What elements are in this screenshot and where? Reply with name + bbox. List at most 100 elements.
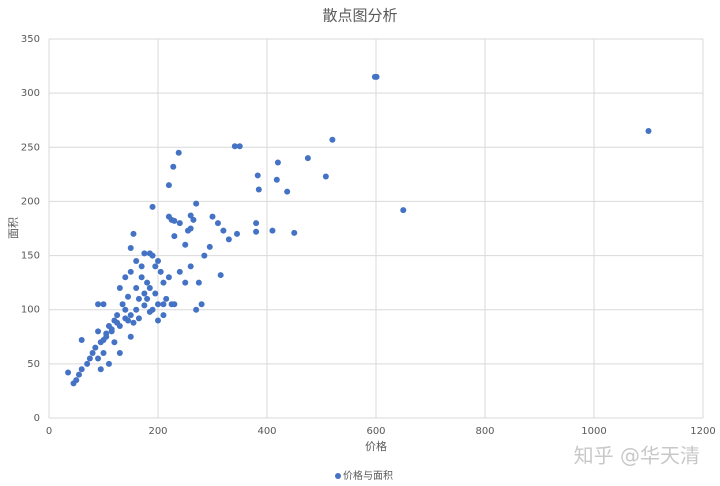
point	[89, 350, 96, 357]
point	[160, 279, 167, 286]
point	[234, 230, 241, 237]
point	[157, 268, 164, 275]
point	[160, 301, 167, 308]
point	[175, 149, 182, 156]
point	[373, 73, 380, 80]
point	[141, 250, 148, 257]
point	[138, 274, 145, 281]
point	[170, 163, 177, 170]
point	[254, 172, 261, 179]
point	[149, 252, 156, 259]
point	[220, 227, 227, 234]
point	[105, 360, 112, 367]
point	[141, 302, 148, 309]
point	[65, 369, 72, 376]
point	[133, 306, 140, 313]
point	[274, 159, 281, 166]
point	[122, 315, 129, 322]
point	[95, 301, 102, 308]
x-tick-label: 1200	[690, 426, 715, 437]
point	[111, 339, 118, 346]
point	[95, 328, 102, 335]
point	[160, 312, 167, 319]
point	[187, 212, 194, 219]
chart-title: 散点图分析	[322, 7, 397, 25]
point	[182, 279, 189, 286]
point	[103, 330, 110, 337]
point	[135, 295, 142, 302]
point	[155, 317, 161, 324]
point	[144, 295, 151, 302]
y-tick-label: 50	[27, 359, 40, 370]
point	[255, 186, 262, 193]
point	[214, 220, 221, 227]
point	[116, 350, 123, 357]
point	[127, 244, 134, 251]
point	[273, 176, 280, 183]
point	[187, 263, 194, 270]
point	[138, 263, 145, 270]
point	[135, 315, 142, 322]
point	[152, 263, 159, 270]
legend-label: 价格与面积	[343, 469, 393, 482]
point	[119, 301, 126, 308]
point	[86, 355, 93, 362]
point	[75, 371, 82, 378]
point	[133, 285, 140, 292]
point	[201, 252, 208, 259]
point	[155, 301, 161, 308]
x-tick-label: 800	[475, 426, 494, 437]
point	[122, 274, 129, 281]
point	[225, 236, 232, 243]
point	[269, 227, 276, 234]
point	[84, 360, 91, 367]
point	[206, 243, 213, 250]
y-tick-label: 0	[34, 413, 40, 424]
point	[291, 229, 298, 236]
point	[253, 220, 260, 227]
point	[322, 173, 329, 180]
point	[198, 301, 205, 308]
point	[187, 225, 194, 232]
point	[253, 228, 260, 235]
point	[190, 216, 197, 223]
point	[97, 339, 104, 346]
point	[100, 301, 107, 308]
y-tick-label: 250	[21, 142, 40, 153]
watermark: 知乎 @华天清	[574, 444, 700, 468]
point	[182, 241, 189, 248]
point	[193, 200, 200, 207]
point	[95, 355, 102, 362]
y-axis-title: 面积	[7, 217, 20, 239]
point	[304, 155, 311, 162]
point	[127, 333, 134, 340]
point	[78, 366, 85, 373]
point	[231, 143, 238, 150]
point	[149, 203, 156, 210]
point	[141, 290, 148, 297]
point	[165, 182, 172, 189]
point	[130, 319, 137, 326]
point	[236, 143, 243, 150]
point	[122, 306, 129, 313]
x-tick-label: 1000	[581, 426, 606, 437]
point	[78, 337, 85, 344]
x-tick-label: 600	[366, 426, 385, 437]
x-tick-label: 0	[46, 426, 52, 437]
y-tick-label: 200	[21, 196, 40, 207]
y-tick-label: 300	[21, 88, 40, 99]
point	[133, 257, 140, 264]
point	[146, 308, 153, 315]
point	[209, 213, 216, 220]
point	[152, 290, 159, 297]
point	[108, 326, 115, 333]
point	[176, 268, 183, 275]
point	[645, 128, 652, 135]
point	[127, 268, 134, 275]
point	[92, 344, 99, 351]
point	[146, 285, 153, 292]
point	[168, 216, 175, 223]
x-axis-title: 价格	[365, 439, 387, 453]
point	[100, 350, 107, 357]
